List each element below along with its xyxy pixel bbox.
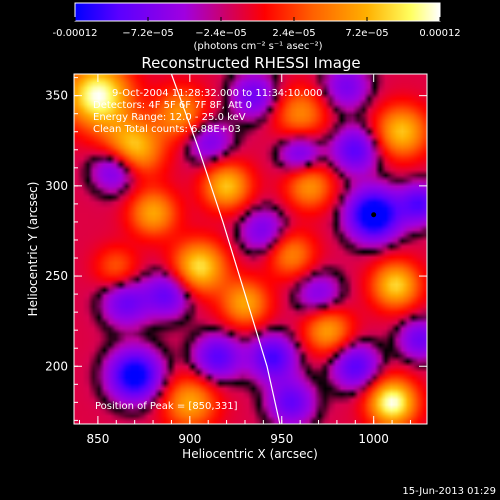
x-axis-label: Heliocentric X (arcsec) <box>182 447 318 461</box>
peak-marker <box>371 212 377 218</box>
colorbar-tick-label: -0.00012 <box>53 28 98 39</box>
annotation-counts: Clean Total counts: 6.88E+03 <box>93 124 241 135</box>
colorbar-ticks: -0.00012 −7.2e−05 −2.4e−05 2.4e−05 7.2e−05 0.… <box>53 17 461 39</box>
annotation-detectors: Detectors: 4F 5F 6F 7F 8F, Att 0 <box>93 100 252 111</box>
chart-title: Reconstructed RHESSI Image <box>141 54 360 72</box>
y-tick-label: 200 <box>45 359 68 373</box>
solar-limb-curve <box>170 74 281 424</box>
peak-position-label: Position of Peak = [850,331] <box>95 401 238 412</box>
annotation-time: 9-Oct-2004 11:28:32.000 to 11:34:10.000 <box>112 88 323 99</box>
x-tick-label: 850 <box>86 432 109 446</box>
colorbar <box>74 2 441 22</box>
annotation-energy: Energy Range: 12.0 - 25.0 keV <box>93 112 246 123</box>
colorbar-tick-label: −2.4e−05 <box>195 28 247 39</box>
y-tick-label: 350 <box>45 89 68 103</box>
axis-ticks: 850 900 950 1000 200 250 300 350 <box>45 74 427 446</box>
colorbar-tick-label: 7.2e−05 <box>345 28 388 39</box>
heatmap-image <box>74 74 427 424</box>
y-axis-label: Heliocentric Y (arcsec) <box>26 182 40 317</box>
plot-frame <box>73 73 428 425</box>
x-tick-label: 900 <box>178 432 201 446</box>
colorbar-tick-label: 0.00012 <box>419 28 460 39</box>
colorbar-tick-label: −7.2e−05 <box>122 28 174 39</box>
colorbar-tick-label: 2.4e−05 <box>272 28 315 39</box>
x-tick-label: 950 <box>270 432 293 446</box>
timestamp: 15-Jun-2013 01:29 <box>402 486 496 497</box>
x-tick-label: 1000 <box>358 432 389 446</box>
y-tick-label: 300 <box>45 179 68 193</box>
y-tick-label: 250 <box>45 269 68 283</box>
colorbar-unit-label: (photons cm⁻² s⁻¹ asec⁻²) <box>193 41 322 52</box>
